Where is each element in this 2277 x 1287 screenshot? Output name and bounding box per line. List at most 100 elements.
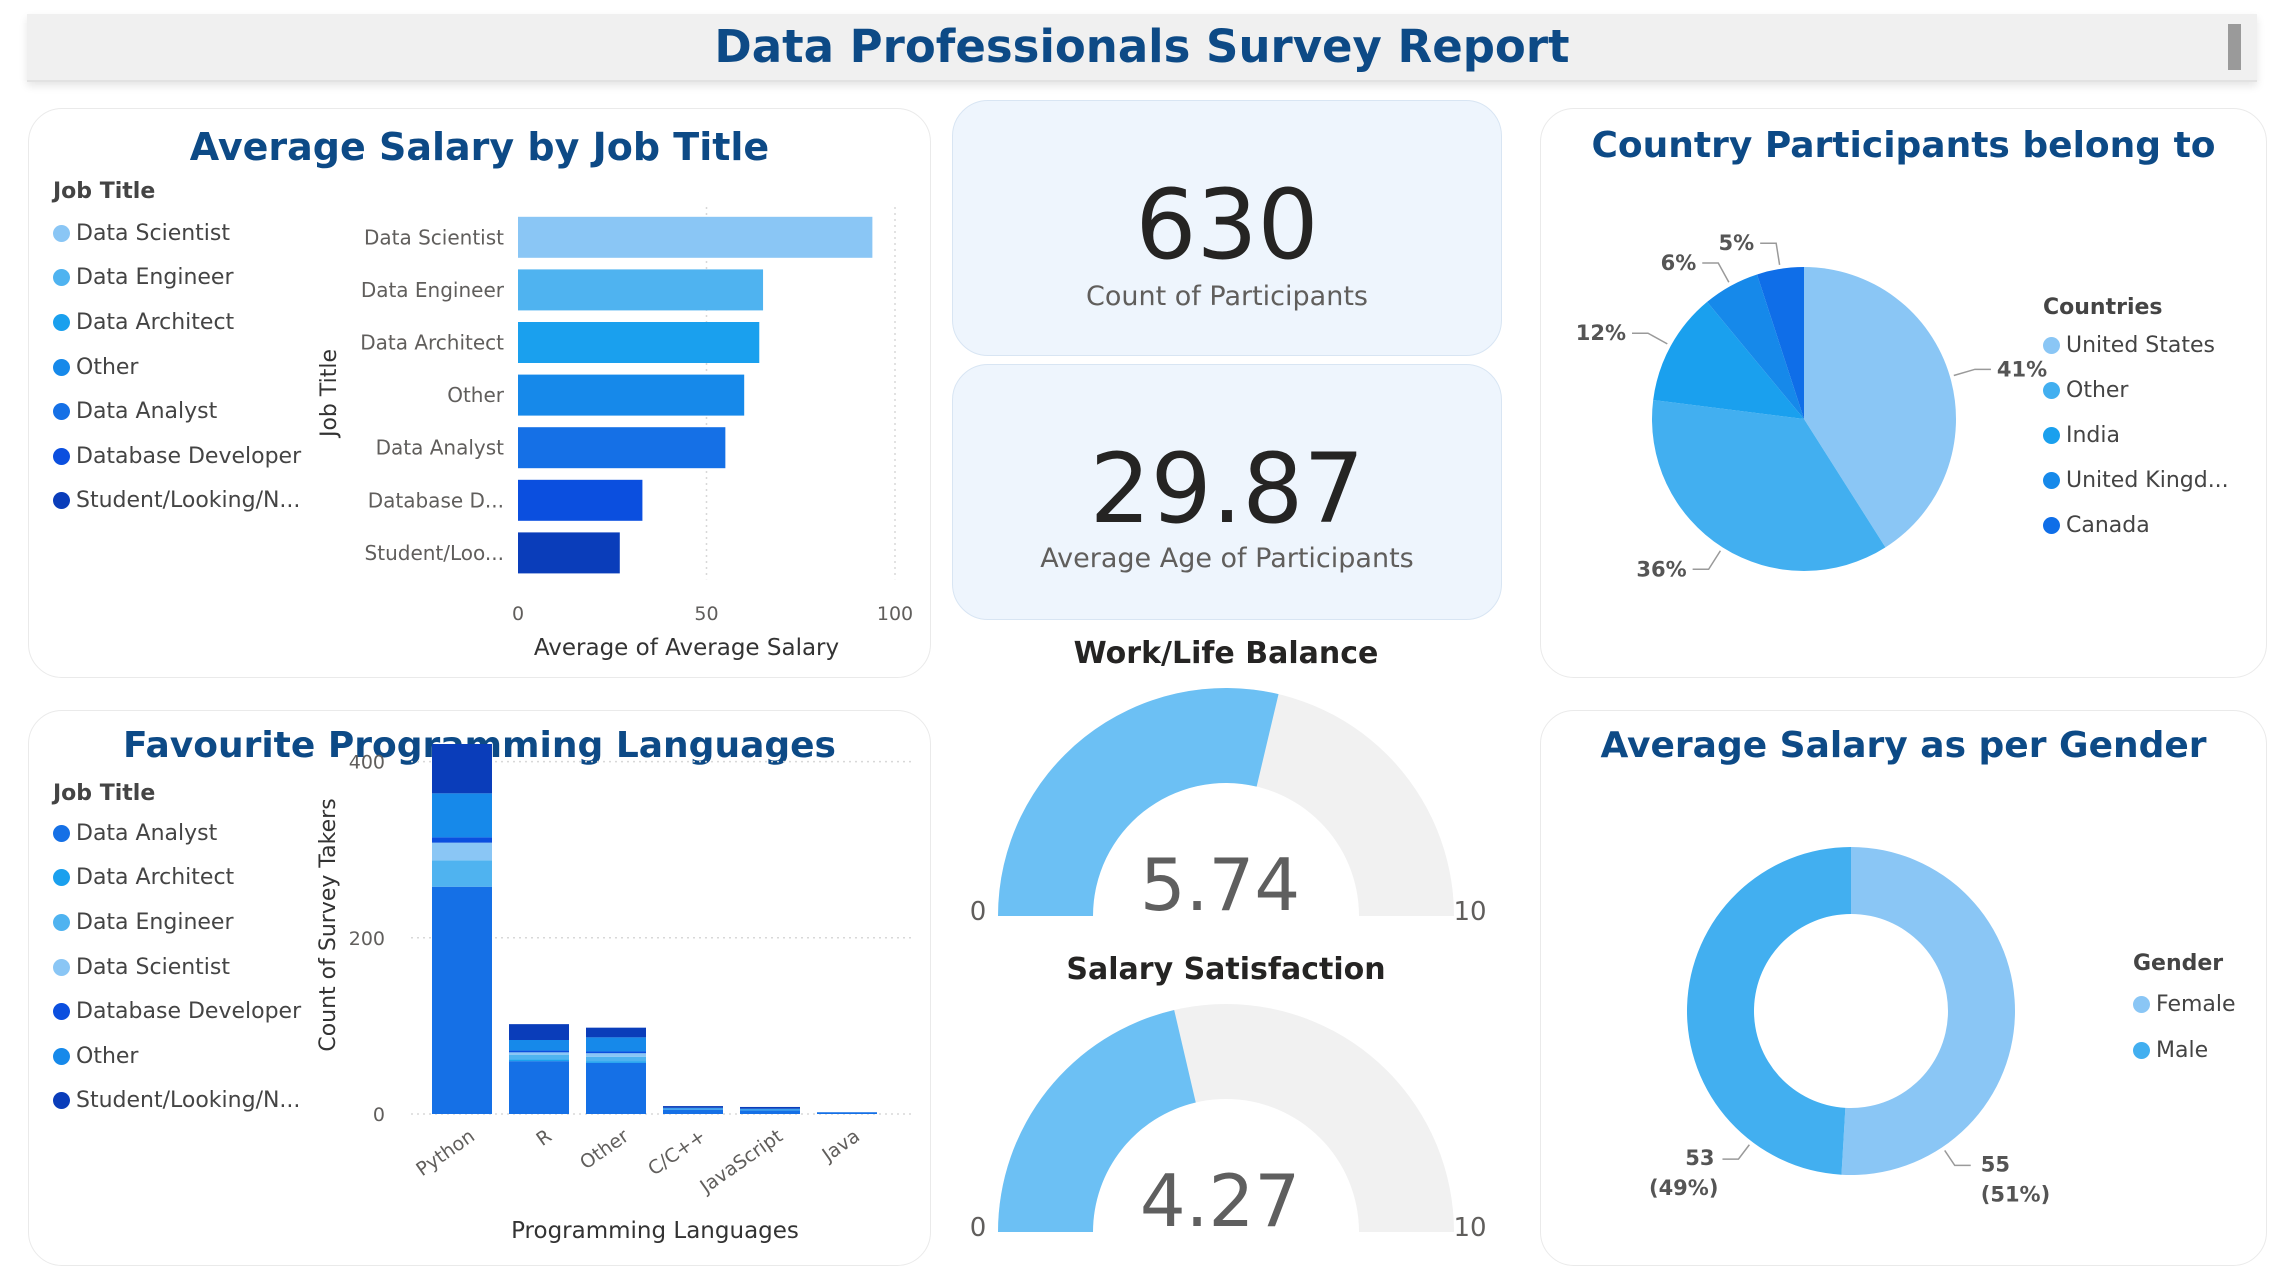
participants-kpi-card[interactable]: 630 Count of Participants — [952, 100, 1502, 356]
salary-by-job-title: Average Salary by Job Title — [189, 125, 770, 169]
legend-item-student-looking-n[interactable]: Student/Looking/N... — [53, 1079, 301, 1124]
bar-segment-other-other — [586, 1037, 646, 1052]
legend-item-india[interactable]: India — [2043, 413, 2229, 458]
legend-label: Data Engineer — [76, 265, 234, 291]
gauge-value: 5.74 — [1140, 843, 1300, 927]
bar-data-architect — [518, 322, 760, 363]
leader-line — [1760, 242, 1781, 266]
bar-segment-javascript-data-analyst — [740, 1110, 800, 1114]
legend-label: Canada — [2066, 513, 2150, 538]
legend-dot-icon — [53, 358, 70, 376]
legend-dot-icon — [53, 224, 70, 242]
legend-item-data-analyst[interactable]: Data Analyst — [53, 811, 301, 856]
y-tick-label: 0 — [373, 1104, 385, 1126]
bar-segment-python-other — [432, 793, 492, 838]
legend-label: Data Analyst — [76, 399, 218, 425]
pie-slice-canada — [1757, 267, 1804, 419]
legend-item-data-engineer[interactable]: Data Engineer — [53, 256, 301, 301]
gender-legend-title: Gender — [2133, 951, 2224, 976]
leader-line — [1702, 262, 1730, 283]
x-tick-label: R — [532, 1125, 555, 1151]
scrollbar[interactable] — [2228, 24, 2241, 70]
legend-item-data-engineer[interactable]: Data Engineer — [53, 900, 301, 945]
y-tick-label: Data Architect — [360, 331, 504, 355]
legend-dot-icon — [53, 403, 70, 421]
gender-legend: Female Male — [2133, 981, 2236, 1073]
salary-by-job-legend-title: Job Title — [53, 179, 156, 204]
bar-data-scientist — [518, 216, 873, 258]
languages-chart: 0 200 400 Python R Other C/C++JavaScript Java Pr… — [316, 744, 913, 1244]
bar-segment-python-database-developer — [432, 837, 492, 843]
bar-student-loo — [518, 532, 620, 574]
legend-label: Data Analyst — [76, 820, 218, 846]
legend-item-united-kingd[interactable]: United Kingd... — [2043, 458, 2229, 503]
country-legend-title: Countries — [2043, 295, 2163, 320]
data-label-percent: (49%) — [1649, 1176, 1718, 1200]
legend-item-data-architect[interactable]: Data Architect — [53, 856, 301, 901]
bar-segment-python-data-analyst — [432, 886, 492, 1114]
legend-dot-icon — [53, 1003, 70, 1021]
pie-slice-india — [1653, 301, 1804, 419]
legend-item-other[interactable]: Other — [2043, 368, 2229, 413]
legend-item-database-developer[interactable]: Database Developer — [53, 434, 301, 479]
data-label: 12% — [1576, 321, 1626, 345]
bar-segment-other-database-developer — [586, 1051, 646, 1054]
y-axis-label: Count of Survey Takers — [316, 798, 341, 1051]
legend-item-other[interactable]: Other — [53, 345, 301, 390]
bar-segment-c-c-data-analyst — [663, 1109, 723, 1114]
x-tick-label: 0 — [512, 603, 524, 625]
data-label: 5% — [1718, 231, 1754, 255]
languages-card[interactable]: Favourite Programming Languages Job Titl… — [28, 710, 931, 1266]
legend-label: Data Engineer — [76, 909, 234, 935]
bar-data-engineer — [518, 269, 764, 311]
gender-donut-chart: 55 (51%) 53 (49%) — [1649, 847, 2050, 1206]
legend-label: Data Scientist — [76, 220, 230, 246]
bar-segment-r-data-engineer — [509, 1054, 569, 1060]
legend-item-data-scientist[interactable]: Data Scientist — [53, 211, 301, 256]
legend-label: Other — [76, 354, 139, 380]
legend-item-data-scientist[interactable]: Data Scientist — [53, 945, 301, 990]
y-tick-label: Database D... — [368, 488, 504, 512]
gauge-fill — [998, 1009, 1196, 1232]
legend-dot-icon — [53, 492, 70, 510]
legend-item-data-architect[interactable]: Data Architect — [53, 300, 301, 345]
country-pie-chart: 41% 36% 12% 6% 5% — [1576, 231, 2047, 581]
x-tick-label: C/C++ — [644, 1125, 710, 1180]
legend-label: Database Developer — [76, 999, 302, 1025]
salary-by-job-card[interactable]: Average Salary by Job Title Job Title Da… — [28, 108, 931, 678]
bar-segment-python-student-looking-n — [432, 744, 492, 794]
salary-satisfaction-gauge: 4.27 0 10 — [970, 1004, 1487, 1243]
salary-by-job-legend: Data Scientist Data Engineer Data Architec… — [53, 211, 301, 523]
legend-label: Data Scientist — [76, 954, 230, 980]
bar-segment-other-data-architect — [586, 1061, 646, 1063]
legend-dot-icon — [53, 824, 70, 842]
y-tick-label: Data Scientist — [364, 225, 504, 249]
y-tick-label: 200 — [349, 928, 385, 950]
gender-card[interactable]: Average Salary as per Gender Gender Fema… — [1540, 710, 2267, 1266]
legend-label: Database Developer — [76, 443, 302, 469]
legend-item-male[interactable]: Male — [2133, 1027, 2236, 1073]
legend-dot-icon — [53, 1047, 70, 1065]
age-kpi-card[interactable]: 29.87 Average Age of Participants — [952, 364, 1502, 620]
country-card[interactable]: Country Participants belong to Countries… — [1540, 108, 2267, 678]
legend-item-united-states[interactable]: United States — [2043, 323, 2229, 368]
legend-item-database-developer[interactable]: Database Developer — [53, 989, 301, 1034]
legend-item-other[interactable]: Other — [53, 1034, 301, 1079]
legend-label: Other — [76, 1043, 139, 1069]
gauge-max-label: 10 — [1453, 1213, 1486, 1243]
legend-dot-icon — [53, 313, 70, 331]
y-tick-label: Data Analyst — [376, 436, 505, 460]
gauge-min-label: 0 — [970, 1213, 987, 1243]
legend-label: Data Architect — [76, 309, 235, 335]
legend-item-female[interactable]: Female — [2133, 981, 2236, 1027]
legend-dot-icon — [53, 1092, 70, 1110]
donut-slice-male — [1687, 847, 1851, 1175]
legend-item-canada[interactable]: Canada — [2043, 503, 2229, 548]
bar-segment-other-data-engineer — [586, 1056, 646, 1062]
data-label: 36% — [1636, 557, 1686, 581]
legend-item-student-looking-n[interactable]: Student/Looking/N... — [53, 479, 301, 524]
bar-segment-r-data-scientist — [509, 1052, 569, 1055]
legend-dot-icon — [53, 869, 70, 887]
legend-dot-icon — [53, 958, 70, 976]
legend-item-data-analyst[interactable]: Data Analyst — [53, 389, 301, 434]
